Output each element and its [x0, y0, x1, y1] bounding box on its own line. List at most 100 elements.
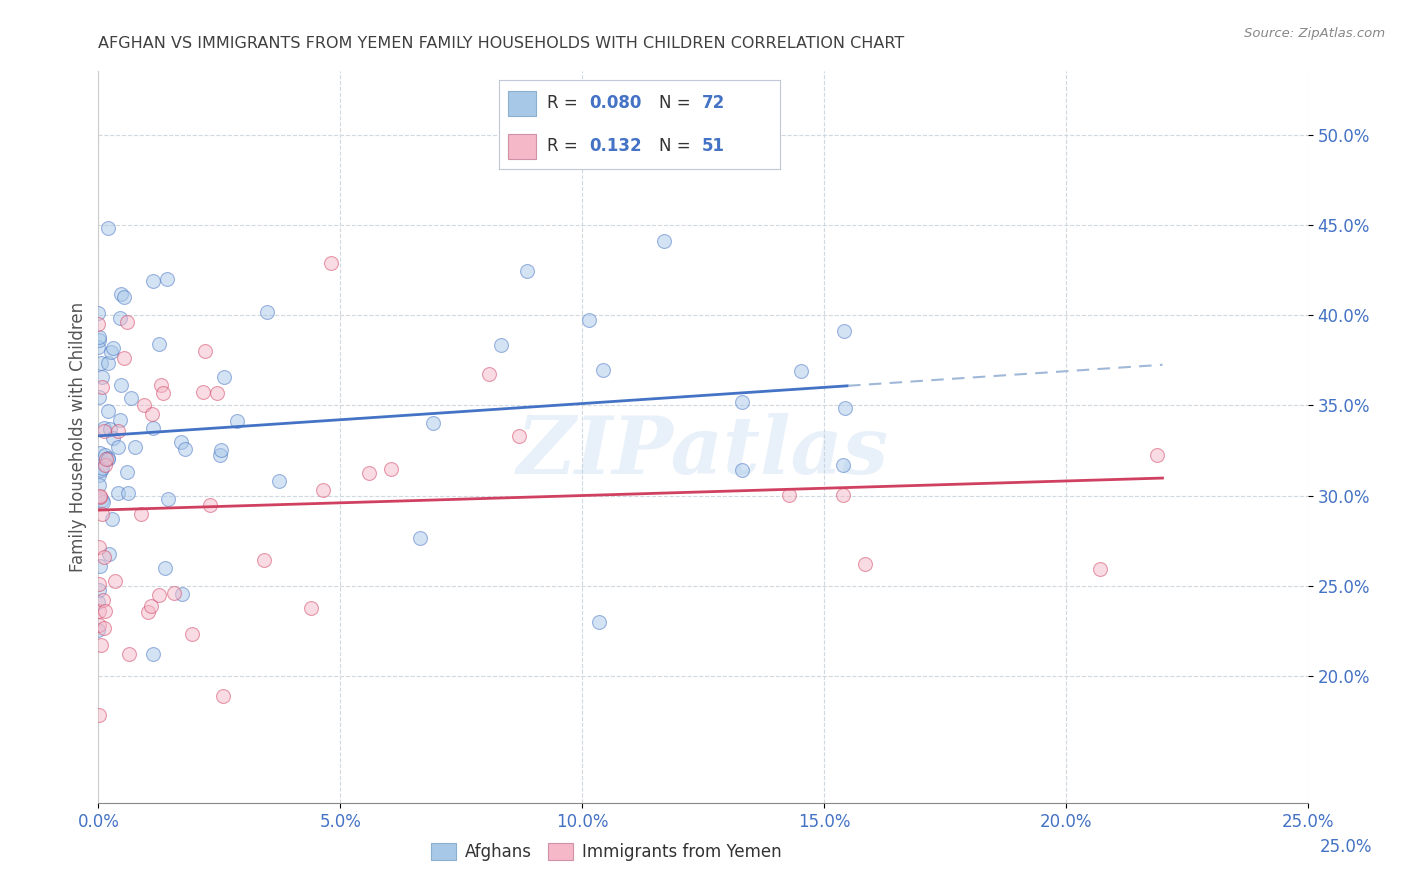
Point — [321, 256, 343, 270]
Point — [87, 583, 110, 598]
Point — [87, 468, 110, 483]
Point — [108, 310, 131, 325]
Text: 72: 72 — [702, 95, 725, 112]
Point — [100, 512, 122, 526]
Text: 51: 51 — [702, 137, 724, 155]
Point — [142, 274, 165, 288]
Point — [148, 588, 170, 602]
Point — [170, 435, 193, 450]
Point — [87, 707, 110, 722]
Text: 25.0%: 25.0% — [1320, 838, 1372, 855]
Point — [299, 600, 322, 615]
Point — [136, 605, 159, 619]
Text: Source: ZipAtlas.com: Source: ZipAtlas.com — [1244, 27, 1385, 40]
Point — [93, 550, 115, 565]
Point — [97, 356, 120, 370]
Point — [212, 369, 235, 384]
Point — [778, 488, 800, 502]
Point — [115, 466, 138, 480]
Point — [87, 390, 110, 404]
Point — [117, 486, 139, 500]
Point — [588, 615, 610, 629]
Point — [121, 391, 143, 405]
Point — [89, 490, 111, 504]
Point — [91, 495, 114, 509]
Point — [180, 627, 202, 641]
Point — [94, 604, 117, 618]
Legend: Afghans, Immigrants from Yemen: Afghans, Immigrants from Yemen — [425, 836, 787, 868]
Point — [652, 234, 675, 248]
Point — [200, 498, 222, 512]
Point — [156, 492, 179, 507]
Text: ZIPatlas: ZIPatlas — [517, 413, 889, 491]
Point — [139, 599, 162, 614]
Point — [831, 458, 853, 473]
Point — [578, 312, 600, 326]
Text: 0.080: 0.080 — [589, 95, 641, 112]
Point — [100, 345, 122, 359]
Point — [96, 451, 118, 466]
Point — [256, 305, 278, 319]
Point — [141, 407, 163, 421]
Text: R =: R = — [547, 137, 588, 155]
Point — [93, 424, 115, 438]
Point — [409, 531, 432, 545]
Point — [359, 466, 381, 480]
Point — [212, 689, 235, 703]
Point — [91, 460, 114, 475]
Point — [834, 401, 856, 415]
Point — [97, 451, 120, 466]
Point — [380, 462, 402, 476]
Point — [104, 574, 127, 588]
Point — [107, 440, 129, 454]
Point — [87, 317, 110, 331]
Point — [731, 395, 754, 409]
Point — [156, 272, 179, 286]
Point — [112, 290, 135, 304]
Point — [89, 618, 111, 632]
Point — [478, 367, 501, 381]
Text: N =: N = — [659, 137, 696, 155]
Point — [94, 448, 117, 462]
Text: R =: R = — [547, 95, 583, 112]
Point — [90, 638, 112, 652]
Point — [107, 424, 129, 438]
Point — [93, 621, 115, 635]
Point — [118, 647, 141, 661]
Point — [101, 431, 124, 445]
Point — [98, 422, 121, 436]
Point — [489, 337, 512, 351]
Point — [91, 492, 114, 507]
Point — [1146, 448, 1168, 462]
Point — [97, 221, 120, 235]
Point — [141, 647, 163, 661]
Point — [87, 333, 110, 347]
Point — [112, 351, 135, 366]
Point — [209, 442, 232, 457]
Point — [853, 558, 876, 572]
Point — [98, 547, 121, 561]
Point — [831, 488, 853, 502]
Point — [90, 356, 112, 370]
Point — [97, 450, 120, 465]
Point — [312, 483, 335, 497]
Point — [422, 416, 444, 430]
Point — [172, 587, 194, 601]
Point — [87, 306, 110, 320]
Point — [174, 442, 197, 456]
Point — [87, 340, 110, 354]
Point — [194, 344, 217, 359]
Point — [110, 378, 132, 392]
Point — [89, 477, 111, 491]
Point — [205, 385, 228, 400]
Point — [124, 440, 146, 454]
Point — [87, 623, 110, 637]
Point — [131, 507, 153, 521]
Point — [107, 485, 129, 500]
Point — [90, 507, 112, 521]
Y-axis label: Family Households with Children: Family Households with Children — [69, 302, 87, 572]
Point — [132, 398, 155, 412]
Point — [152, 386, 174, 401]
Point — [90, 380, 112, 394]
Point — [89, 559, 111, 574]
